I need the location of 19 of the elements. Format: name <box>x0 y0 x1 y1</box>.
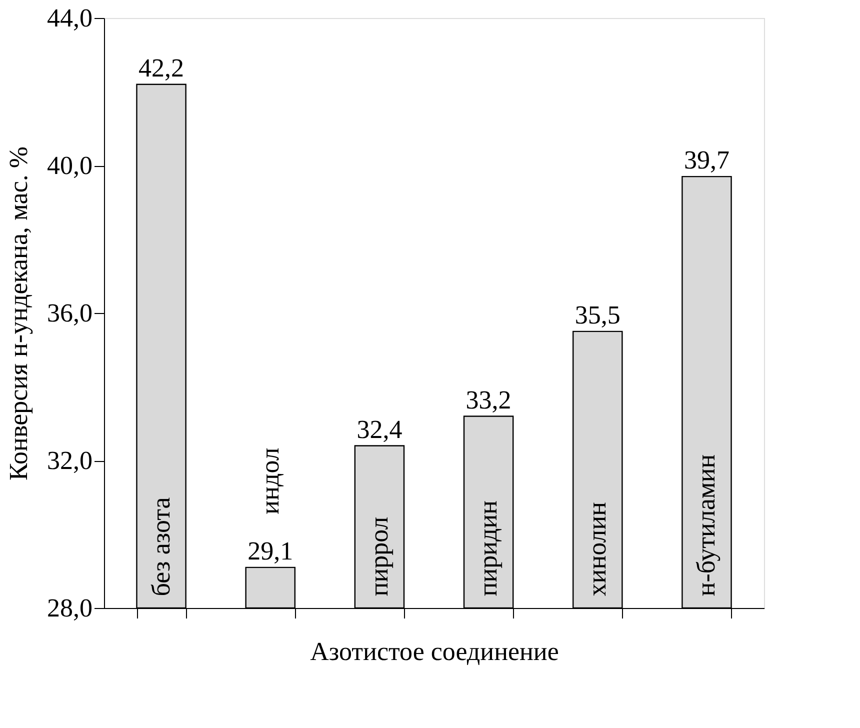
data-label: 39,7 <box>684 146 730 175</box>
data-label: 42,2 <box>138 53 184 82</box>
data-label: 32,4 <box>356 414 402 444</box>
data-label: 33,2 <box>466 385 512 414</box>
y-tick-label: 36,0 <box>47 298 92 328</box>
data-label: 29,1 <box>248 536 294 566</box>
x-tick-label: хинолин <box>582 502 612 596</box>
y-tick-label: 44,0 <box>47 4 92 32</box>
data-label: 35,5 <box>574 300 620 330</box>
x-tick-label: н-бутиламин <box>692 454 721 596</box>
x-tick-label: без азота <box>146 496 176 596</box>
y-tick-label: 40,0 <box>47 151 92 180</box>
x-tick-label: пиррол <box>364 516 394 596</box>
x-tick-label: пиридин <box>474 500 503 596</box>
y-axis-title: Конверсия н-ундекана, мас. % <box>4 146 33 481</box>
x-tick-label: индол <box>255 448 284 514</box>
y-tick-label: 28,0 <box>47 594 92 622</box>
x-axis-title: Азотистое соединение <box>310 637 559 666</box>
y-tick-label: 32,0 <box>47 446 92 475</box>
